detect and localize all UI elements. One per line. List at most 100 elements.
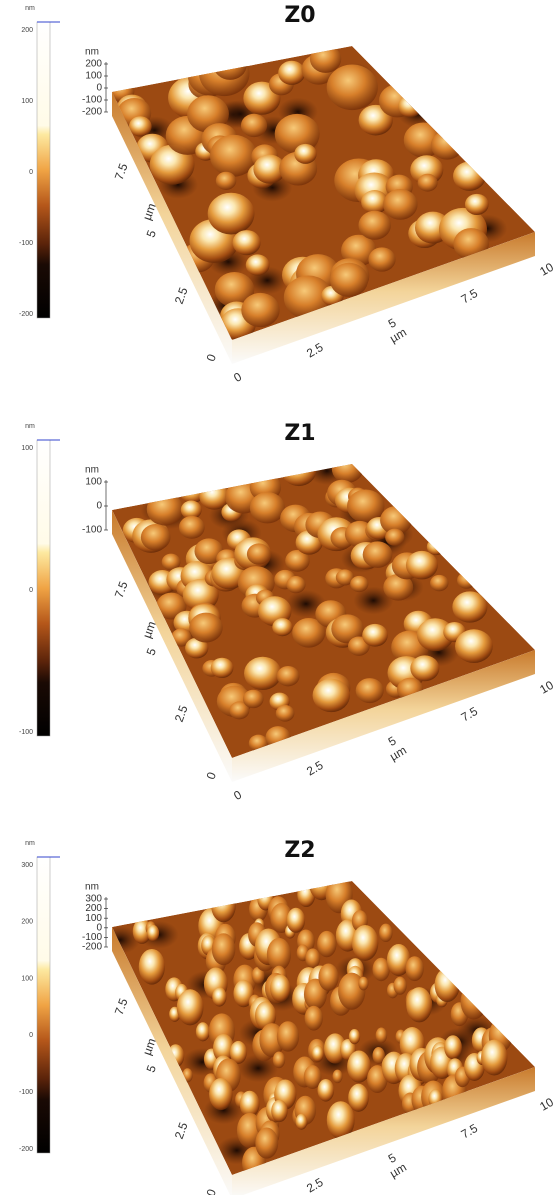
y-tick-label: 7.5 [112, 161, 131, 182]
surface-grain [385, 528, 405, 546]
surface-grain [286, 576, 306, 594]
surface-grain [254, 1001, 277, 1031]
surface-grain [348, 1028, 361, 1045]
surface-grain [444, 1035, 462, 1060]
surface-grain [214, 272, 255, 308]
surface-grain [305, 948, 321, 969]
surface-grain [278, 60, 306, 85]
surface [112, 464, 535, 758]
surface-grain [128, 116, 152, 137]
z-tick-label: 0 [96, 501, 102, 512]
colorbar-unit: nm [25, 5, 35, 12]
surface-grain [361, 190, 389, 215]
y-axis-unit: µm [140, 1036, 159, 1057]
surface-grain [210, 657, 234, 678]
surface-grain [232, 230, 261, 256]
y-tick-label: 2.5 [172, 285, 191, 306]
surface-grain [209, 134, 257, 177]
z-tick-label: 0 [96, 922, 102, 933]
x-tick-label: 2.5 [304, 1175, 326, 1195]
afm-panel: Z1nm1000-100nm1000-10002.55µm7.51002.55µ… [19, 421, 556, 803]
z-tick-label: -200 [82, 107, 102, 118]
z-tick-label: 200 [85, 903, 102, 914]
x-tick-label: 7.5 [459, 286, 481, 307]
surface-grain [430, 130, 464, 160]
colorbar-unit: nm [25, 840, 35, 847]
y-tick-label: 7.5 [112, 996, 131, 1017]
surface-grain [275, 704, 295, 722]
colorbar-tick-label: 100 [21, 445, 33, 452]
surface-grain [189, 612, 223, 643]
surface-side-front [232, 650, 535, 782]
surface-grain [426, 538, 446, 556]
x-tick-label: 7.5 [459, 1121, 481, 1142]
surface-grain [410, 655, 440, 682]
surface-grain [270, 903, 293, 934]
surface-grain [358, 976, 369, 991]
surface-grain [156, 592, 187, 620]
surface-grain [246, 543, 271, 565]
surface-grain [317, 1079, 335, 1102]
surface-pit [353, 586, 394, 615]
surface-grain [140, 524, 171, 551]
surface-grain [253, 154, 286, 184]
x-tick-label: 10 [537, 1095, 556, 1114]
surface-grain [272, 1051, 286, 1069]
surface-grain [332, 1069, 343, 1084]
surface-grain [146, 924, 160, 942]
surface-grain [212, 987, 227, 1007]
surface-grain [161, 553, 181, 571]
colorbar-unit: nm [25, 423, 35, 430]
y-tick-label: 5 [144, 228, 160, 239]
surface-grain [383, 189, 418, 220]
surface-grain [207, 192, 255, 235]
afm-panel: Z2nm3002001000-100-200nm3002001000-100-2… [19, 838, 556, 1199]
surface-grain [372, 957, 390, 982]
surface-grain [295, 1113, 308, 1130]
surface-grain [211, 888, 236, 923]
surface-grain [355, 678, 384, 704]
surface-grain [286, 907, 306, 933]
colorbar-tick-label: 100 [21, 975, 33, 982]
surface-grain [405, 550, 438, 580]
surface [112, 881, 535, 1175]
surface-grain [213, 50, 247, 80]
surface-grain [303, 1065, 322, 1090]
surface-grain [185, 637, 209, 659]
surface-grain [318, 963, 339, 991]
surface-grain [347, 1050, 371, 1083]
surface-grain [455, 629, 493, 664]
colorbar-tick-label: -100 [19, 1089, 33, 1096]
surface-grain [233, 979, 254, 1008]
surface-grain [406, 987, 433, 1023]
z-tick-label: -200 [82, 942, 102, 953]
x-tick-label: 2.5 [304, 758, 326, 779]
y-tick-label: 7.5 [112, 579, 131, 600]
surface-grain [215, 171, 237, 190]
colorbar-tick-label: -100 [19, 240, 33, 247]
surface-grain [241, 292, 280, 328]
surface-grain [348, 1083, 369, 1112]
y-axis-unit: µm [140, 619, 159, 640]
surface-grain [180, 500, 202, 520]
y-tick-label: 5 [144, 646, 160, 657]
panel-title: Z1 [284, 421, 315, 446]
colorbar-tick-label: 200 [21, 919, 33, 926]
y-tick-label: 5 [144, 1063, 160, 1074]
z-axis-unit: nm [85, 47, 99, 58]
surface-grain [326, 64, 378, 111]
surface-grain [176, 989, 204, 1026]
surface-grain [350, 575, 369, 593]
surface-grain [430, 574, 449, 592]
surface-grain [338, 972, 366, 1010]
z-axis-unit: nm [85, 465, 99, 476]
x-tick-label: 7.5 [459, 704, 481, 725]
y-tick-label: 0 [204, 1187, 220, 1195]
surface-pit [238, 1054, 279, 1083]
colorbar-tick-label: -100 [19, 729, 33, 736]
surface-grain [375, 1027, 388, 1044]
surface-grain [453, 161, 486, 191]
surface-grain [270, 974, 291, 1003]
surface-grain [416, 618, 454, 652]
surface-side-left [112, 927, 232, 1199]
